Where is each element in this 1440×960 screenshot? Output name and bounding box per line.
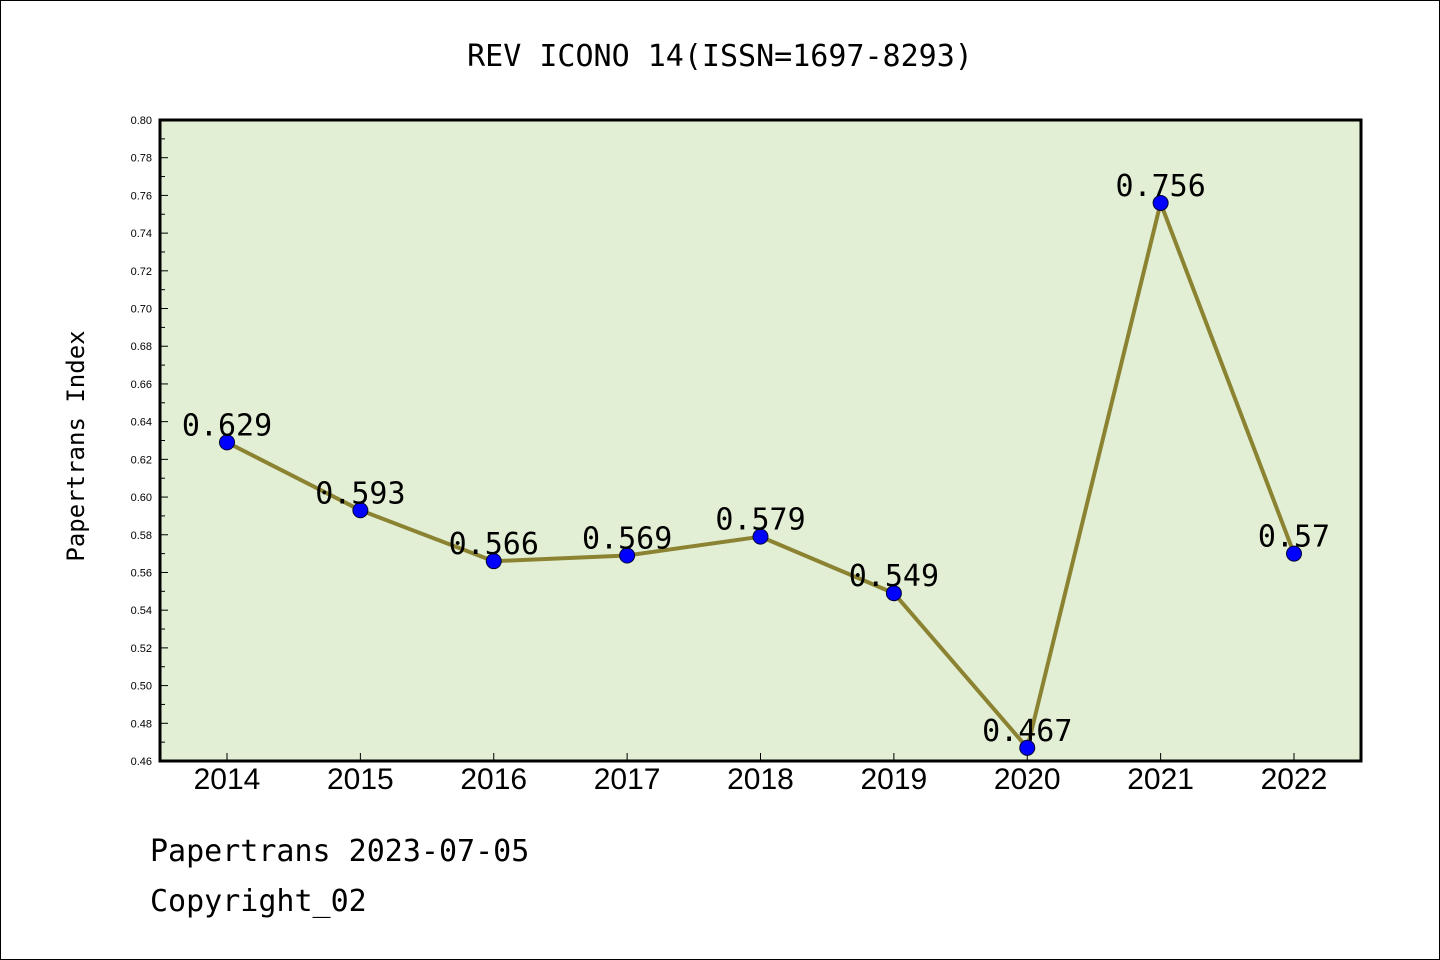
y-tick-label: 0.74 bbox=[131, 228, 152, 240]
y-tick-label: 0.60 bbox=[131, 492, 152, 504]
data-point bbox=[1019, 739, 1036, 756]
data-labels: 0.629 0.593 0.566 0.569 0.579 0.549 0.467 0.756… bbox=[182, 169, 1330, 749]
data-label: 0.593 bbox=[315, 476, 405, 511]
data-label: 0.549 bbox=[849, 559, 939, 594]
footer-copyright: Copyright_02 bbox=[150, 884, 367, 919]
x-tick-label: 2014 bbox=[194, 763, 261, 796]
data-point bbox=[219, 434, 235, 451]
x-tick-label: 2019 bbox=[861, 763, 928, 796]
data-label: 0.569 bbox=[582, 522, 672, 557]
data-point bbox=[619, 547, 636, 564]
data-label: 0.756 bbox=[1115, 169, 1205, 204]
data-label: 0.566 bbox=[449, 527, 539, 562]
x-tick-label: 2020 bbox=[994, 763, 1061, 796]
data-label: 0.467 bbox=[982, 714, 1072, 749]
x-tick-label: 2021 bbox=[1127, 763, 1194, 796]
x-tick-label: 2017 bbox=[594, 763, 661, 796]
y-tick-label: 0.78 bbox=[131, 153, 152, 165]
x-tick-label: 2015 bbox=[327, 763, 394, 796]
y-tick-label: 0.80 bbox=[131, 115, 152, 127]
y-tick-label: 0.48 bbox=[131, 718, 152, 730]
chart-title: REV ICONO 14(ISSN=1697-8293) bbox=[467, 39, 973, 74]
y-tick-label: 0.66 bbox=[131, 379, 152, 391]
data-label: 0.579 bbox=[715, 503, 805, 538]
data-point bbox=[1152, 194, 1169, 211]
y-tick-label: 0.76 bbox=[131, 190, 152, 202]
data-point bbox=[1286, 545, 1302, 562]
plot-border bbox=[158, 118, 1363, 763]
y-tick-label: 0.72 bbox=[131, 266, 152, 278]
y-tick-label: 0.62 bbox=[131, 454, 152, 466]
x-tick-label: 2022 bbox=[1261, 763, 1328, 796]
data-label: 0.57 bbox=[1258, 520, 1330, 555]
y-tick-label: 0.58 bbox=[131, 530, 152, 542]
data-point bbox=[752, 528, 769, 545]
x-axis: 2014 2015 2016 2017 2018 2019 2020 2021 2022 bbox=[194, 753, 1328, 796]
y-tick-label: 0.46 bbox=[131, 756, 152, 768]
data-point bbox=[352, 502, 369, 519]
y-tick-label: 0.52 bbox=[131, 643, 152, 655]
y-tick-label: 0.68 bbox=[131, 341, 152, 353]
y-tick-label: 0.54 bbox=[131, 605, 152, 617]
y-tick-label: 0.70 bbox=[131, 304, 152, 316]
data-label: 0.629 bbox=[182, 408, 272, 443]
series-index bbox=[219, 194, 1302, 756]
data-point bbox=[485, 553, 502, 570]
x-tick-label: 2016 bbox=[460, 763, 527, 796]
y-tick-label: 0.56 bbox=[131, 567, 152, 579]
footer-date: Papertrans 2023-07-05 bbox=[150, 834, 530, 869]
y-tick-label: 0.64 bbox=[131, 417, 152, 429]
data-point bbox=[885, 585, 902, 602]
y-tick-label: 0.50 bbox=[131, 681, 152, 693]
x-tick-label: 2018 bbox=[727, 763, 794, 796]
plot-area bbox=[160, 120, 1361, 761]
y-axis-label: Papertrans Index bbox=[62, 330, 90, 561]
